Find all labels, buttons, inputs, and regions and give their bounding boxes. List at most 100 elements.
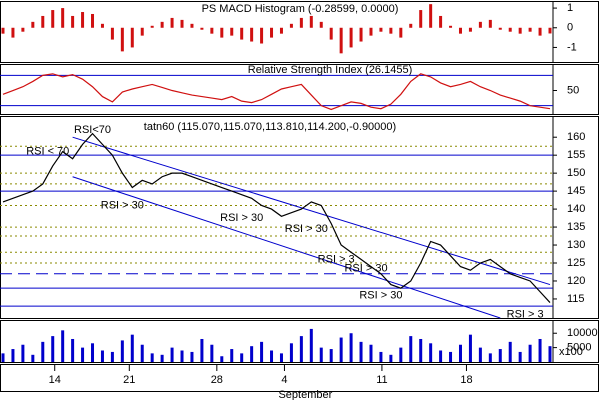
bar [299, 336, 303, 362]
bar [468, 27, 472, 32]
annotation: RSI > 30 [220, 212, 263, 224]
bar [100, 23, 104, 28]
y-tick-label: 155 [567, 149, 585, 161]
y-tick-label: 50 [567, 84, 579, 96]
bar [140, 344, 144, 362]
bar [429, 4, 433, 28]
bar [439, 350, 443, 362]
bar [478, 21, 482, 28]
bar [548, 27, 552, 34]
bar [339, 337, 343, 362]
bar [468, 334, 472, 362]
bar [518, 27, 522, 34]
bar [379, 27, 383, 32]
bar [399, 347, 403, 362]
x-tick-label: 11 [376, 374, 387, 386]
bar [458, 344, 462, 362]
bar [389, 354, 393, 362]
bar [1, 27, 5, 34]
bar [51, 336, 55, 362]
bar [91, 13, 95, 28]
bar [488, 353, 492, 362]
bar [81, 347, 85, 362]
annotation: RSI<70 [74, 124, 111, 136]
bar [538, 338, 542, 362]
bar [299, 17, 303, 28]
bar [31, 21, 35, 28]
bar [270, 27, 274, 38]
bar [409, 336, 413, 362]
bar [11, 27, 15, 38]
bar [329, 349, 333, 362]
bar [170, 17, 174, 28]
bar [419, 10, 423, 28]
bar [190, 351, 194, 362]
data-line [2, 73, 551, 111]
bar [200, 338, 204, 362]
y-tick-label: 130 [567, 239, 585, 251]
bar [449, 351, 453, 362]
bar [160, 354, 164, 362]
bar [61, 8, 65, 28]
bar [359, 27, 363, 42]
y-tick-label: 140 [567, 203, 585, 215]
bar [319, 347, 323, 362]
bar [270, 350, 274, 362]
bar [110, 351, 114, 362]
panel-title: tatn60 (115.070,115.070,113.810,114.200,… [144, 121, 396, 133]
bar [319, 21, 323, 28]
bar [359, 341, 363, 362]
bar [140, 27, 144, 36]
bar [518, 351, 522, 362]
x-axis-label: September [278, 389, 332, 400]
annotation: RSI > 3 [318, 253, 355, 265]
trend-line [72, 136, 551, 286]
panel-title: PS MACD Histogram (-0.28599, 0.0000) [202, 3, 399, 15]
annotation: RSI < 70 [26, 145, 69, 157]
bar [389, 27, 393, 34]
bar [369, 27, 373, 36]
bar [419, 338, 423, 362]
bar [71, 15, 75, 28]
bar [379, 351, 383, 362]
bar [349, 333, 353, 362]
bar [339, 27, 343, 54]
bar [160, 21, 164, 28]
bar [170, 347, 174, 362]
bar [240, 353, 244, 362]
bar [329, 27, 333, 40]
y-tick-label: 5000 [567, 342, 591, 354]
bar [230, 27, 234, 36]
unit-label: x100 [559, 346, 583, 358]
bar [110, 27, 114, 40]
bar [21, 27, 25, 32]
y-tick-label: 10000 [567, 327, 598, 339]
bar [289, 23, 293, 28]
bar [230, 349, 234, 362]
bar [409, 23, 413, 28]
bar [260, 27, 264, 44]
bar [210, 344, 214, 362]
y-tick-label: 145 [567, 185, 585, 197]
bar [528, 344, 532, 362]
bar [100, 350, 104, 362]
x-tick-label: 4 [281, 374, 287, 386]
bar [399, 27, 403, 38]
bar [220, 27, 224, 38]
bar [31, 354, 35, 362]
trend-line [72, 176, 501, 319]
y-tick-label: 115 [567, 293, 585, 305]
bar [21, 344, 25, 362]
annotation: RSI > 30 [359, 289, 402, 301]
annotation: RSI > 30 [101, 199, 144, 211]
bar [91, 343, 95, 362]
bar [478, 347, 482, 362]
bar [120, 340, 124, 362]
bar [260, 341, 264, 362]
y-tick-label: 135 [567, 221, 585, 233]
panel-title: Relative Strength Index (26.1455) [248, 64, 413, 76]
bar [71, 338, 75, 362]
bar [210, 27, 214, 34]
data-line [2, 132, 551, 303]
